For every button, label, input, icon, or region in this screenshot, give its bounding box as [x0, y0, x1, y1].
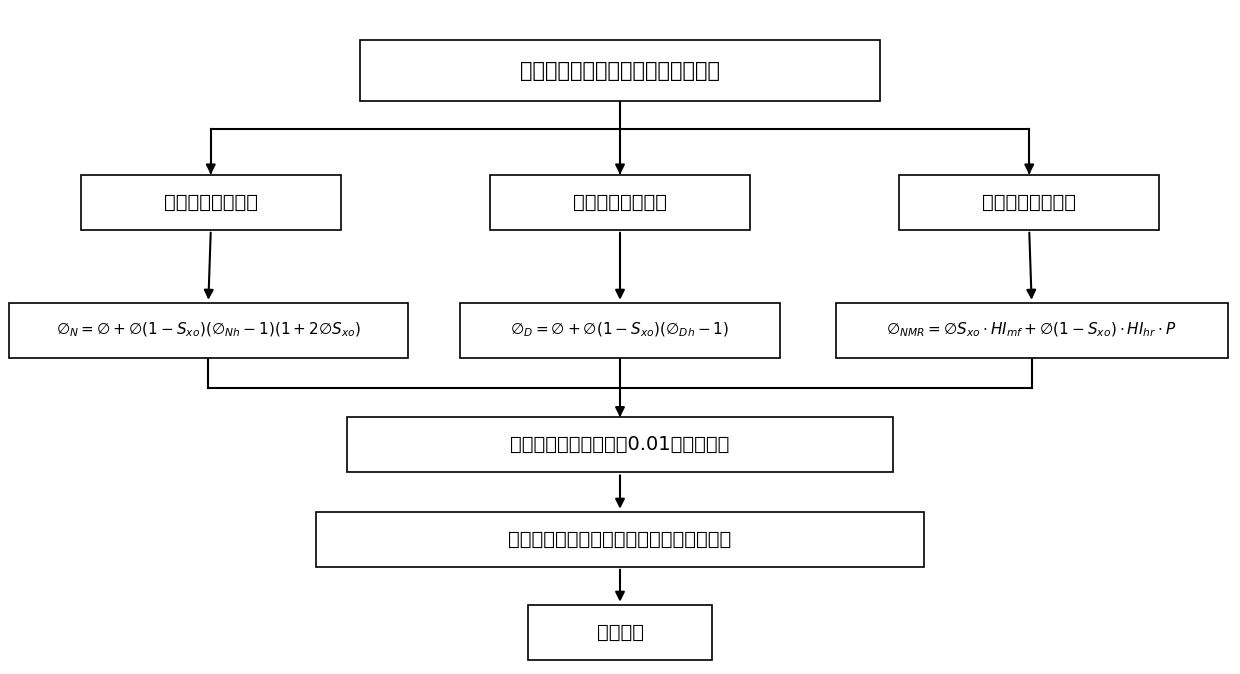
- FancyBboxPatch shape: [9, 303, 408, 358]
- Text: $\emptyset_N = \emptyset + \emptyset(1-S_{xo})(\emptyset_{Nh}-1)(1+2\emptyset S_: $\emptyset_N = \emptyset + \emptyset(1-S…: [56, 321, 361, 340]
- FancyBboxPatch shape: [460, 303, 780, 358]
- Text: 中子测井响应方程: 中子测井响应方程: [164, 193, 258, 212]
- FancyBboxPatch shape: [528, 605, 712, 660]
- FancyBboxPatch shape: [81, 175, 341, 230]
- Text: 求解出总孔隙度、含气饱和度、气体密度。: 求解出总孔隙度、含气饱和度、气体密度。: [508, 530, 732, 549]
- FancyBboxPatch shape: [899, 175, 1159, 230]
- Text: 密度测井响应方程: 密度测井响应方程: [573, 193, 667, 212]
- FancyBboxPatch shape: [836, 303, 1228, 358]
- Text: 输出结果: 输出结果: [596, 623, 644, 642]
- Text: 中子、密度、核磁共振测井数据采集: 中子、密度、核磁共振测井数据采集: [520, 61, 720, 81]
- Text: $\emptyset_{NMR} = \emptyset S_{xo}\cdot HI_{mf}+\emptyset(1-S_{xo})\cdot HI_{hr: $\emptyset_{NMR} = \emptyset S_{xo}\cdot…: [887, 321, 1177, 340]
- Text: 设置气体密度区间，入0.01步长循环。: 设置气体密度区间，入0.01步长循环。: [511, 435, 729, 454]
- FancyBboxPatch shape: [360, 40, 880, 101]
- FancyBboxPatch shape: [490, 175, 750, 230]
- Text: $\emptyset_D = \emptyset + \emptyset(1-S_{xo})(\emptyset_{Dh}-1)$: $\emptyset_D = \emptyset + \emptyset(1-S…: [511, 321, 729, 340]
- FancyBboxPatch shape: [347, 417, 893, 472]
- FancyBboxPatch shape: [316, 512, 924, 567]
- Text: 核磁测井响应方程: 核磁测井响应方程: [982, 193, 1076, 212]
